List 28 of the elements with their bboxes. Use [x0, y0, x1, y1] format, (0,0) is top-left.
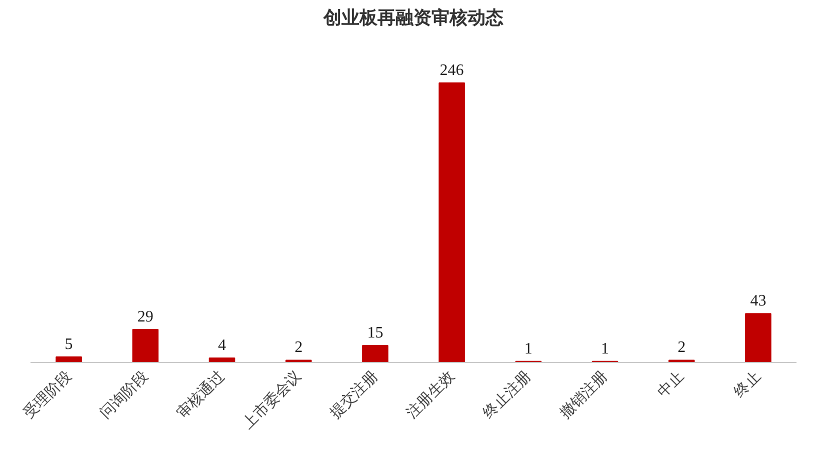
data-label: 2	[294, 339, 303, 356]
bar	[56, 356, 82, 362]
data-label: 29	[137, 308, 154, 326]
x-tick-label: 终止注册	[480, 367, 534, 422]
data-label: 5	[64, 336, 73, 353]
data-label: 1	[524, 340, 532, 358]
data-label: 1	[601, 340, 609, 358]
x-tick-label: 注册生效	[403, 367, 458, 422]
bar	[285, 360, 312, 362]
x-tick-label: 问询阶段	[96, 367, 152, 422]
chart-title: 创业板再融资审核动态	[322, 8, 504, 28]
bar	[132, 329, 159, 362]
bar	[668, 360, 695, 362]
data-label: 15	[367, 324, 384, 342]
bar	[438, 82, 465, 362]
data-label: 2	[678, 339, 686, 356]
x-tick-label: 上市委会议	[240, 367, 305, 433]
data-label: 246	[440, 62, 464, 79]
data-label: 4	[218, 336, 226, 354]
x-tick-label: 终止	[730, 367, 764, 401]
x-tick-label: 审核通过	[174, 367, 228, 422]
data-label: 43	[750, 292, 766, 310]
bar	[362, 344, 388, 362]
bar	[745, 313, 772, 362]
x-tick-label: 撤销注册	[556, 367, 612, 422]
x-tick-label: 提交注册	[326, 367, 382, 422]
x-tick-label: 中止	[654, 367, 688, 401]
x-tick-label: 受理阶段	[20, 367, 75, 422]
